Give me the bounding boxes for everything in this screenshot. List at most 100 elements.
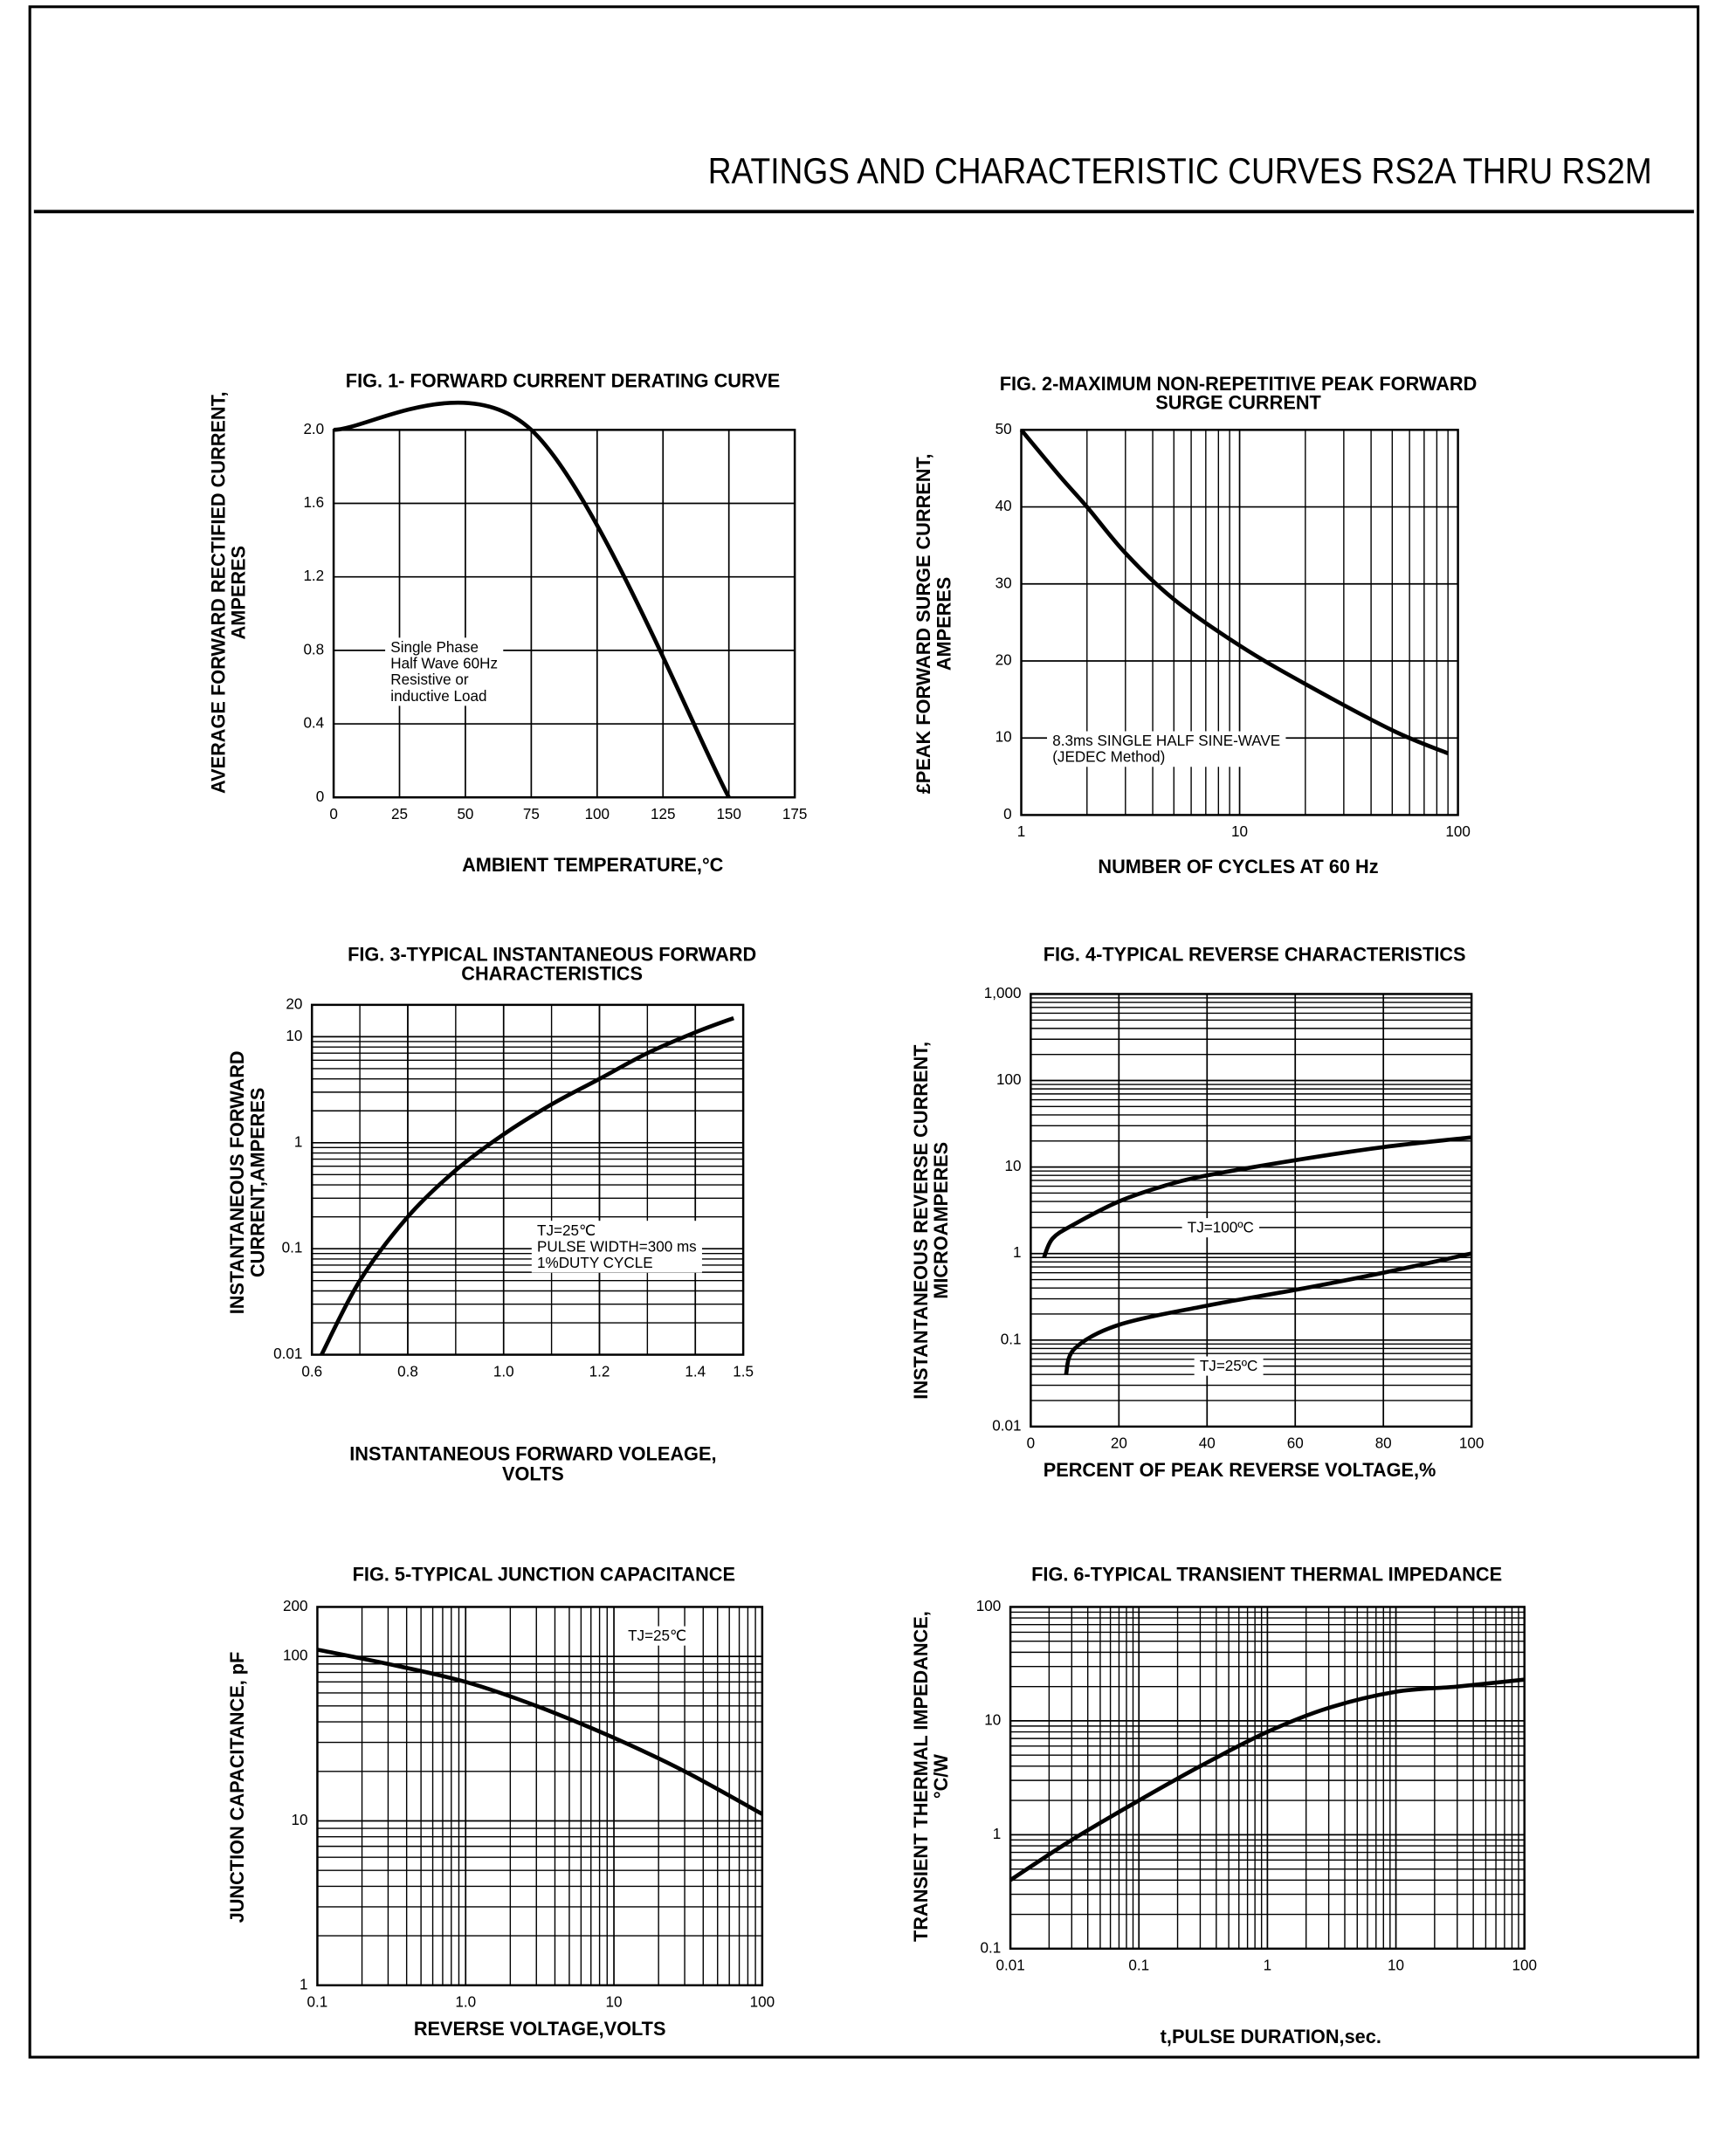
x-axis-label: AMBIENT TEMPERATURE,°C — [462, 854, 724, 876]
chart-title: FIG. 2-MAXIMUM NON-REPETITIVE PEAK FORWA… — [1000, 373, 1478, 395]
content: RATINGS AND CHARACTERISTIC CURVES RS2A T… — [28, 5, 1700, 2059]
chart-title: FIG. 6-TYPICAL TRANSIENT THERMAL IMPEDAN… — [1031, 1563, 1502, 1585]
x-axis-label: NUMBER OF CYCLES AT 60 Hz — [1098, 856, 1378, 877]
chart: 0 25 50 75 100 125 150 175 0 0.4 0.8 1.2 1.6 2.0 Singl… — [207, 370, 807, 876]
x-axis-label: t,PULSE DURATION,sec. — [1161, 2026, 1381, 2047]
annotation: TJ=25ºC — [1194, 1356, 1264, 1376]
x-tick-label: 75 — [523, 806, 540, 822]
y-tick-label: 1.6 — [303, 494, 324, 511]
y-tick-label: 0.4 — [303, 715, 324, 732]
x-axis-label: PERCENT OF PEAK REVERSE VOLTAGE,% — [1044, 1459, 1436, 1481]
series-line — [320, 1015, 734, 1356]
y-axis-label: £PEAK FORWARD SURGE CURRENT, — [913, 454, 934, 795]
x-tick-label: 0.01 — [995, 1958, 1024, 1974]
y-tick-label: 10 — [1005, 1158, 1022, 1174]
x-tick-label: 40 — [1199, 1435, 1216, 1452]
y-tick-label: 30 — [995, 575, 1012, 591]
annotation-text: TJ=25ºC — [1200, 1358, 1258, 1374]
page-border — [28, 5, 1700, 2059]
page-title: RATINGS AND CHARACTERISTIC CURVES RS2A T… — [708, 150, 1652, 191]
x-axis-label: VOLTS — [502, 1463, 564, 1485]
y-tick-label: 0 — [1003, 806, 1012, 822]
series-line — [1042, 1135, 1472, 1259]
x-tick-label: 10 — [606, 1993, 623, 2010]
y-axis-label: INSTANTANEOUS REVERSE CURRENT, — [910, 1042, 932, 1400]
y-tick-label: 2.0 — [303, 421, 324, 437]
x-tick-label: 1.4 — [685, 1363, 706, 1380]
x-tick-label: 10 — [1231, 823, 1248, 840]
y-tick-label: 100 — [283, 1648, 307, 1664]
y-tick-label: 1.2 — [303, 568, 324, 584]
chart: 0.1 1.0 10 100 1 10 100 200 TJ=25℃ FIG. 5-TYPICAL… — [226, 1563, 775, 2039]
y-tick-label: 20 — [995, 652, 1012, 669]
annotation-text: Half Wave 60Hz — [390, 656, 498, 672]
y-tick-label: 20 — [286, 995, 302, 1012]
y-tick-label: 0.1 — [1001, 1331, 1022, 1347]
x-tick-label: 0 — [329, 806, 338, 822]
series-line — [1009, 1677, 1525, 1882]
x-tick-label: 0 — [1027, 1435, 1036, 1452]
x-tick-label: 0.8 — [397, 1363, 418, 1380]
annotation-background — [531, 1221, 702, 1273]
y-tick-label: 200 — [283, 1598, 307, 1614]
plot-frame — [316, 1606, 764, 1987]
plot-frame — [1020, 429, 1459, 816]
chart-title: FIG. 5-TYPICAL JUNCTION CAPACITANCE — [353, 1563, 735, 1585]
x-axis-label: REVERSE VOLTAGE,VOLTS — [414, 2018, 666, 2040]
x-tick-label: 125 — [651, 806, 676, 822]
x-tick-label: 80 — [1375, 1435, 1392, 1452]
plot-frame — [310, 1003, 745, 1356]
y-tick-label: 1 — [300, 1976, 308, 1992]
chart: 0.6 0.8 1.0 1.2 1.4 1.5 0.01 0.1 1 10 20 TJ=25℃PULS… — [226, 944, 756, 1485]
chart-title: CHARACTERISTICS — [461, 962, 643, 984]
x-tick-label: 0.1 — [307, 1993, 328, 2010]
y-tick-label: 10 — [286, 1028, 302, 1044]
y-tick-label: 1 — [993, 1826, 1002, 1842]
annotation-text: PULSE WIDTH=300 ms — [537, 1238, 697, 1255]
annotation-text: inductive Load — [390, 688, 486, 705]
x-tick-label: 50 — [457, 806, 473, 822]
annotation-text: (JEDEC Method) — [1052, 749, 1165, 766]
x-tick-label: 175 — [782, 806, 808, 822]
y-tick-label: 0.8 — [303, 641, 324, 657]
x-tick-label: 1.0 — [493, 1363, 514, 1380]
series-line — [1064, 1251, 1472, 1375]
x-tick-label: 100 — [750, 1993, 775, 2010]
y-axis-label: °C/W — [930, 1754, 952, 1799]
chart: 0.01 0.1 1 10 100 0.1 1 10 100 FIG. 6-TYPICAL TRA… — [910, 1563, 1537, 2047]
y-tick-label: 0.01 — [273, 1345, 302, 1362]
x-tick-label: 100 — [1512, 1958, 1537, 1974]
y-tick-label: 1 — [1013, 1244, 1022, 1261]
x-tick-label: 1 — [1264, 1958, 1272, 1974]
x-tick-label: 1.2 — [589, 1363, 610, 1380]
y-tick-label: 10 — [984, 1711, 1001, 1728]
chart-title: FIG. 4-TYPICAL REVERSE CHARACTERISTICS — [1044, 944, 1466, 966]
y-axis-label: TRANSIENT THERMAL IMPEDANCE, — [910, 1611, 932, 1942]
y-tick-label: 10 — [292, 1812, 308, 1828]
y-axis-label: JUNCTION CAPACITANCE, pF — [226, 1652, 248, 1923]
annotation: 8.3ms SINGLE HALF SINE-WAVE(JEDEC Method… — [1047, 731, 1286, 767]
y-axis-label: CURRENT,AMPERES — [246, 1088, 268, 1277]
annotation-background — [1194, 1356, 1264, 1376]
y-tick-label: 100 — [976, 1598, 1002, 1614]
x-tick-label: 10 — [1388, 1958, 1404, 1974]
x-tick-label: 100 — [1459, 1435, 1485, 1452]
y-tick-label: 1,000 — [984, 985, 1022, 1001]
plot-frame — [332, 429, 796, 799]
annotation-text: Single Phase — [390, 639, 479, 656]
x-tick-label: 20 — [1111, 1435, 1127, 1452]
y-axis-label: AMPERES — [933, 577, 954, 671]
plot-frame — [1009, 1606, 1526, 1951]
chart-title: FIG. 1- FORWARD CURRENT DERATING CURVE — [346, 370, 781, 392]
annotation: TJ=25℃ — [622, 1626, 692, 1646]
annotation-background — [1181, 1218, 1260, 1238]
chart-title: SURGE CURRENT — [1155, 392, 1321, 414]
annotation-background — [385, 637, 504, 706]
series-line — [1019, 428, 1450, 756]
y-tick-label: 0.01 — [992, 1417, 1021, 1434]
x-tick-label: 0.6 — [301, 1363, 322, 1380]
y-tick-label: 0.1 — [282, 1240, 303, 1256]
